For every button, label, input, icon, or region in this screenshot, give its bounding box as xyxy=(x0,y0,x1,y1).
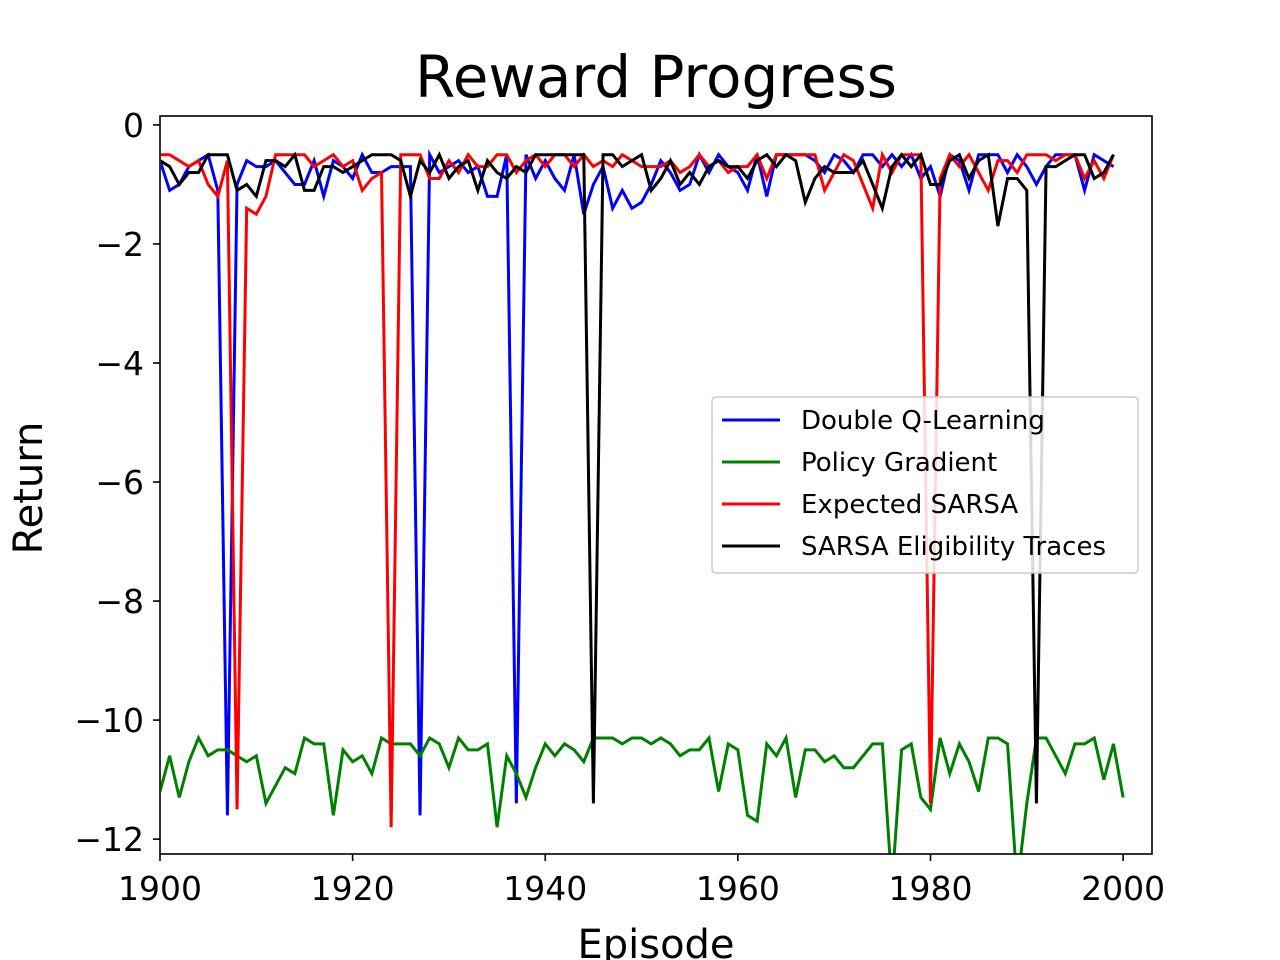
legend-label-sarsa-traces: SARSA Eligibility Traces xyxy=(801,532,1106,562)
plot-frame xyxy=(159,115,1153,855)
y-axis-ticks: 0 −2 −4 −6 −8 −10 −12 xyxy=(74,106,160,859)
y-tick-label: −2 xyxy=(95,225,144,264)
chart-title: Reward Progress xyxy=(415,43,897,111)
series-line-policy-gradient xyxy=(161,733,1125,854)
legend-label-expected-sarsa: Expected SARSA xyxy=(801,490,1018,520)
x-tick-label: 1920 xyxy=(311,869,395,908)
y-tick-label: −6 xyxy=(95,463,144,502)
y-tick-label: −4 xyxy=(95,344,144,383)
legend: Double Q-Learning Policy Gradient Expect… xyxy=(711,396,1139,574)
x-tick-label: 1980 xyxy=(888,869,972,908)
legend-label-double-q: Double Q-Learning xyxy=(801,406,1045,436)
x-axis-ticks: 1900 1920 1940 1960 1980 2000 xyxy=(118,854,1165,908)
y-axis-label: Return xyxy=(6,422,52,555)
y-tick-label: −8 xyxy=(95,582,144,621)
x-tick-label: 1900 xyxy=(118,869,202,908)
y-tick-label: −12 xyxy=(74,820,144,859)
y-tick-label: 0 xyxy=(123,106,144,145)
y-tick-label: −10 xyxy=(74,701,144,740)
x-tick-label: 1940 xyxy=(503,869,587,908)
legend-box xyxy=(711,396,1139,574)
x-tick-label: 1960 xyxy=(696,869,780,908)
series-line-sarsa-eligibility-traces xyxy=(161,151,1115,804)
series-layer xyxy=(161,148,1125,854)
x-tick-label: 2000 xyxy=(1081,869,1165,908)
legend-label-policy-gradient: Policy Gradient xyxy=(801,448,997,478)
series-line-expected-sarsa xyxy=(161,150,1115,828)
x-axis-label: Episode xyxy=(577,922,734,960)
